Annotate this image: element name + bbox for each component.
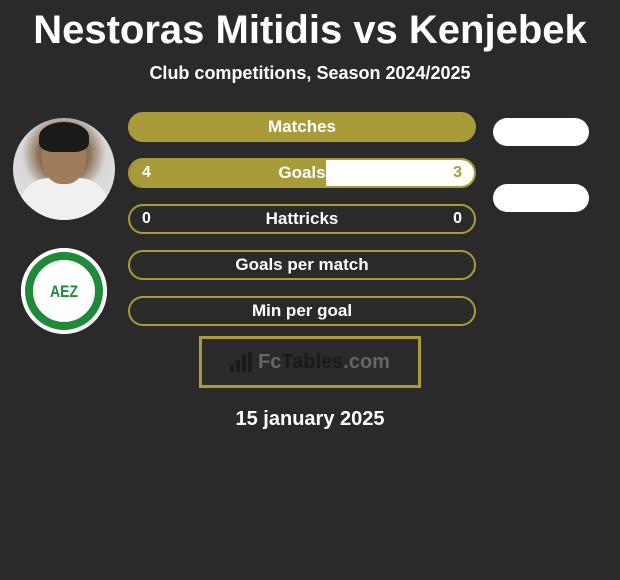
avatar-body — [19, 178, 109, 220]
bar-fill-right — [326, 160, 474, 186]
stat-label: Matches — [268, 117, 336, 137]
subtitle: Club competitions, Season 2024/2025 — [149, 63, 470, 84]
player1-avatar — [13, 118, 115, 220]
club-badge-inner: AEZ — [40, 267, 88, 315]
stat-bar-min-per-goal: Min per goal — [128, 296, 476, 326]
stat-value-right: 3 — [453, 164, 462, 182]
side-pill — [493, 118, 589, 146]
brand-suffix: .com — [343, 351, 390, 373]
player1-name: Nestoras Mitidis — [33, 8, 342, 52]
brand-main: Tables — [281, 351, 343, 373]
bar-chart-icon — [230, 352, 252, 372]
stat-bar-matches: Matches — [128, 112, 476, 142]
stat-value-left: 4 — [142, 164, 151, 182]
stats-bars: Matches 4 3 Goals 0 0 Hattricks Goals per match… — [128, 112, 476, 326]
brand-box[interactable]: FcTables.com — [199, 336, 421, 388]
stat-label: Goals — [278, 163, 325, 183]
stat-label: Goals per match — [235, 255, 368, 275]
side-pill — [493, 184, 589, 212]
stat-bar-hattricks: 0 0 Hattricks — [128, 204, 476, 234]
left-column: AEZ — [0, 112, 120, 334]
comparison-card: Nestoras Mitidis vs Kenjebek Club compet… — [0, 0, 620, 580]
vs-text: vs — [353, 8, 409, 52]
club-badge-text: AEZ — [50, 283, 78, 300]
stat-label: Hattricks — [266, 209, 339, 229]
main-row: AEZ Matches 4 3 Goals 0 0 Hattricks Goals per m… — [0, 112, 620, 334]
stat-value-right: 0 — [453, 210, 462, 228]
avatar-hair — [39, 122, 89, 152]
player2-name: Kenjebek — [409, 8, 587, 52]
page-title: Nestoras Mitidis vs Kenjebek — [33, 8, 587, 53]
stat-bar-goals: 4 3 Goals — [128, 158, 476, 188]
brand-prefix: Fc — [258, 351, 281, 373]
stat-value-left: 0 — [142, 210, 151, 228]
date-text: 15 january 2025 — [236, 408, 385, 431]
right-column — [476, 116, 606, 212]
stat-label: Min per goal — [252, 301, 352, 321]
brand-text: FcTables.com — [258, 351, 390, 374]
stat-bar-goals-per-match: Goals per match — [128, 250, 476, 280]
club-badge: AEZ — [21, 248, 107, 334]
